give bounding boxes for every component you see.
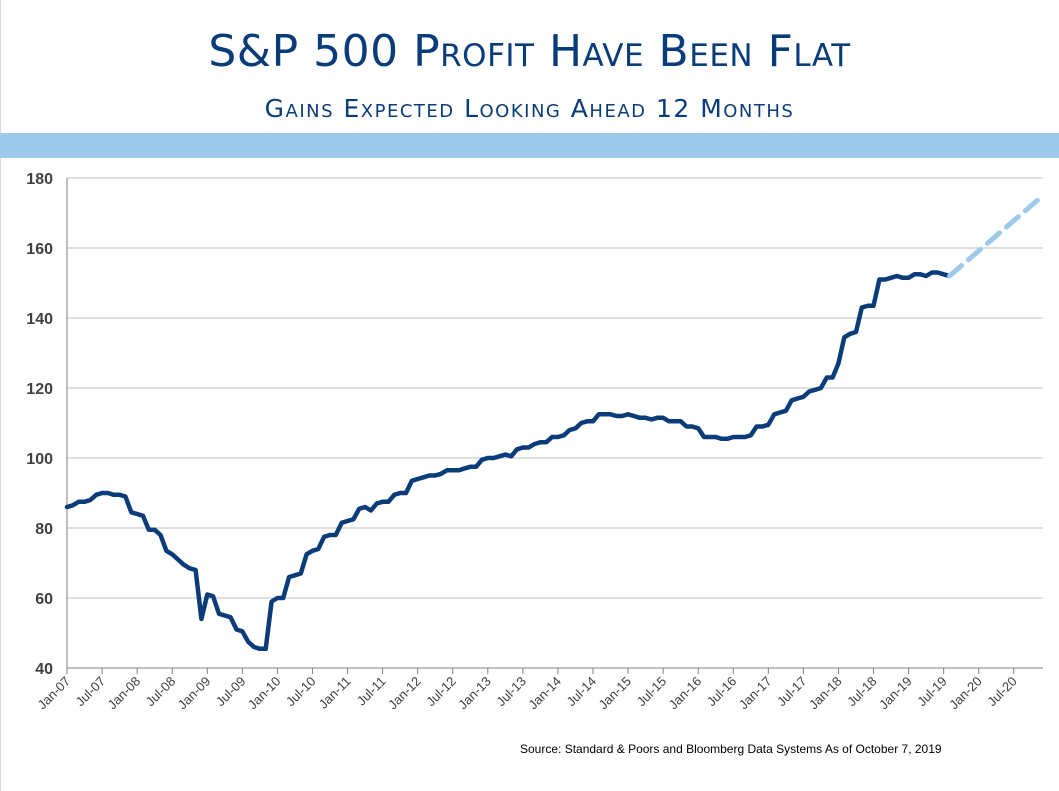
y-axis-labels: 40 60 80 100 120 140 160 180 — [26, 171, 53, 678]
x-tick-label: Jan-07 — [34, 674, 73, 713]
x-tick-label: Jul-20 — [984, 674, 1020, 710]
y-tick-label: 120 — [26, 381, 53, 398]
slide-subtitle: Gains Expected Looking Ahead 12 Months — [264, 94, 795, 123]
x-tick-label: Jul-09 — [213, 674, 249, 710]
x-tick-label: Jan-16 — [666, 674, 705, 713]
x-tick-label: Jul-16 — [704, 674, 740, 710]
x-tick-label: Jan-15 — [595, 674, 634, 713]
x-tick-label: Jan-09 — [175, 674, 214, 713]
x-tick-label: Jan-17 — [736, 674, 775, 713]
x-tick-label: Jan-20 — [946, 674, 985, 713]
x-tick-label: Jul-14 — [563, 674, 599, 710]
gridlines — [67, 177, 1043, 599]
x-tick-label: Jul-10 — [283, 674, 319, 710]
y-tick-label: 80 — [35, 521, 53, 538]
x-tick-label: Jul-13 — [493, 674, 529, 710]
axes — [66, 178, 1043, 674]
x-tick-label: Jul-11 — [354, 674, 389, 709]
slide-title: S&P 500 Profit Have Been Flat — [208, 26, 851, 77]
x-tick-label: Jul-12 — [423, 674, 459, 710]
source-note: Source: Standard & Poors and Bloomberg D… — [520, 742, 942, 756]
y-tick-label: 60 — [35, 591, 53, 608]
x-tick-label: Jul-08 — [143, 674, 179, 710]
x-tick-label: Jan-11 — [316, 674, 354, 712]
x-tick-label: Jul-19 — [914, 674, 950, 710]
y-tick-label: 160 — [26, 241, 53, 258]
y-tick-label: 140 — [26, 311, 53, 328]
y-tick-label: 100 — [26, 451, 53, 468]
accent-band — [0, 133, 1059, 158]
x-tick-label: Jul-07 — [73, 674, 109, 710]
x-tick-label: Jul-15 — [634, 674, 670, 710]
forecast-line — [947, 193, 1046, 279]
x-tick-label: Jan-18 — [806, 674, 845, 713]
x-tick-label: Jul-18 — [844, 674, 880, 710]
y-tick-label: 180 — [26, 171, 53, 188]
series-lines — [64, 193, 1046, 652]
x-tick-label: Jan-19 — [876, 674, 915, 713]
y-tick-label: 40 — [35, 661, 53, 678]
line-chart: 40 60 80 100 120 140 160 180 Jan-07 Jul-07Jan-08… — [26, 171, 1046, 713]
x-tick-label: Jul-17 — [774, 674, 810, 710]
x-tick-label: Jan-10 — [245, 674, 284, 713]
x-tick-label: Jan-14 — [525, 674, 564, 713]
x-tick-label: Jan-12 — [385, 674, 424, 713]
x-tick-label: Jan-13 — [455, 674, 494, 713]
x-tick-label: Jan-08 — [105, 674, 144, 713]
profit-line — [64, 270, 952, 652]
